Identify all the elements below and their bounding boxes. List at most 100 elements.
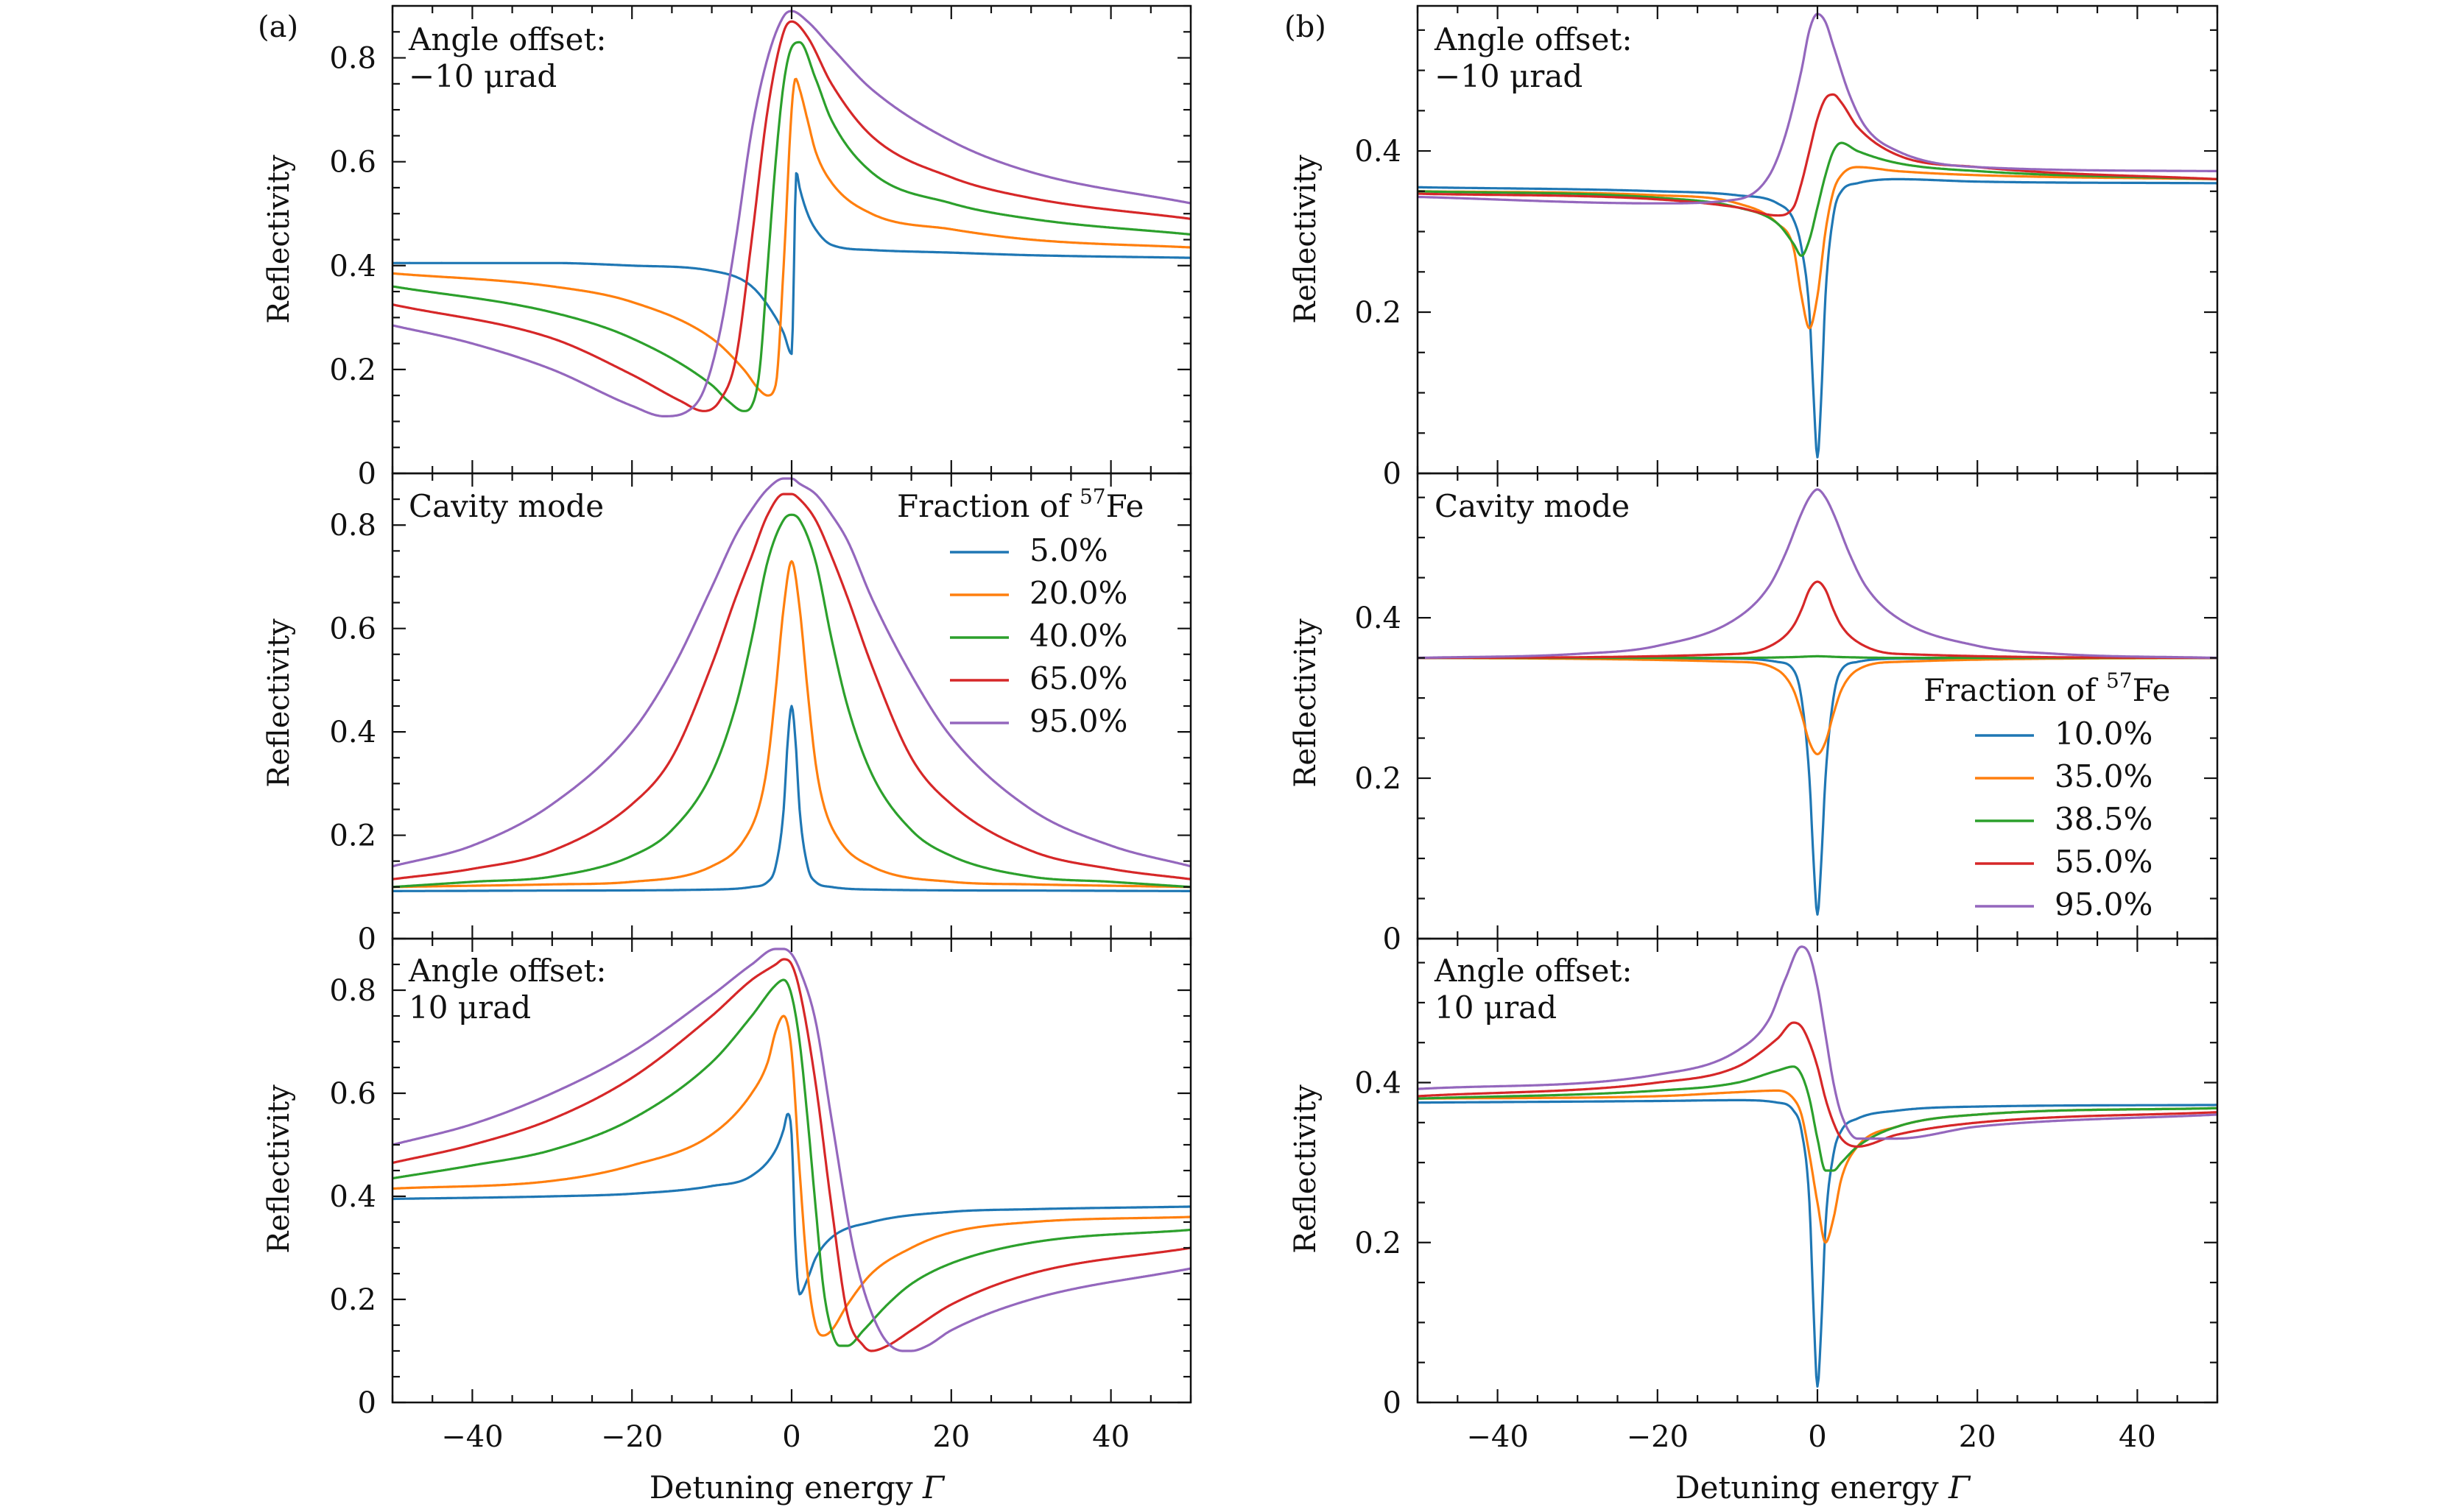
y-axis-label-b-top: Reflectivity bbox=[1289, 155, 1323, 324]
annotation-a-bottom-line2: 10 μrad bbox=[409, 989, 531, 1026]
annotation-a-top-line2: −10 μrad bbox=[409, 58, 557, 94]
series-line-b-bottom-3 bbox=[1418, 1065, 2217, 1172]
annotation-b-bottom-line1: Angle offset: bbox=[1434, 953, 1632, 989]
annotation-b-middle: Cavity mode bbox=[1435, 488, 1630, 524]
series-line-b-bottom-4 bbox=[1418, 1021, 2217, 1148]
panel-label-b: (b) bbox=[1284, 10, 1326, 44]
series-line-b-top-1 bbox=[1418, 177, 2217, 459]
series-line-a-top-2 bbox=[393, 77, 1191, 397]
y-tick-label-b-middle: 0.4 bbox=[1354, 601, 1401, 635]
x-axis-label-a-symbol: Γ bbox=[922, 1469, 946, 1506]
annotation-a-top-line1: Angle offset: bbox=[408, 21, 606, 57]
legend-a-title: Fraction of 57Fe bbox=[897, 484, 1144, 524]
y-tick-label-b-bottom: 0.4 bbox=[1354, 1067, 1401, 1101]
legend-a-item-4: 65.0% bbox=[1029, 660, 1127, 696]
x-axis-label-b-symbol: Γ bbox=[1948, 1469, 1971, 1506]
curves-b-bottom bbox=[1418, 945, 2217, 1388]
y-tick-label-a-middle: 0 bbox=[358, 922, 376, 956]
y-tick-label-a-bottom: 0.4 bbox=[329, 1180, 376, 1214]
series-line-a-bottom-3 bbox=[393, 978, 1191, 1347]
y-axis-label-a-bottom: Reflectivity bbox=[262, 1084, 296, 1254]
y-tick-label-b-bottom: 0.2 bbox=[1354, 1227, 1401, 1260]
y-tick-label-b-middle: 0 bbox=[1383, 922, 1401, 956]
y-tick-label-a-top: 0.8 bbox=[329, 42, 376, 76]
series-line-a-bottom-5 bbox=[393, 947, 1191, 1352]
x-tick-label-b-bottom: −20 bbox=[1627, 1420, 1689, 1454]
y-tick-label-a-middle: 0.2 bbox=[329, 819, 376, 853]
panel-label-a: (a) bbox=[258, 10, 298, 44]
y-tick-label-a-middle: 0.8 bbox=[329, 509, 376, 543]
y-axis-label-a-top: Reflectivity bbox=[262, 155, 296, 324]
curves-a-bottom bbox=[393, 947, 1191, 1352]
series-line-b-top-3 bbox=[1418, 141, 2217, 257]
y-tick-label-b-top: 0 bbox=[1383, 457, 1401, 491]
y-tick-label-a-bottom: 0.8 bbox=[329, 974, 376, 1008]
ticks-a-top bbox=[391, 4, 1192, 475]
x-axis-label-a-text: Detuning energy bbox=[650, 1469, 923, 1506]
y-tick-label-a-bottom: 0.6 bbox=[329, 1077, 376, 1111]
annotation-a-middle: Cavity mode bbox=[409, 488, 604, 524]
series-line-b-top-4 bbox=[1418, 93, 2217, 217]
y-axis-label-a-middle: Reflectivity bbox=[262, 618, 296, 788]
x-tick-label-b-bottom: 20 bbox=[1959, 1420, 1996, 1454]
series-line-a-bottom-1 bbox=[393, 1112, 1191, 1296]
series-line-a-bottom-4 bbox=[393, 958, 1191, 1352]
series-line-b-top-2 bbox=[1418, 166, 2217, 330]
legend-b-title-element: Fe bbox=[2133, 672, 2171, 708]
y-tick-label-b-top: 0.2 bbox=[1354, 296, 1401, 330]
y-tick-label-b-bottom: 0 bbox=[1383, 1386, 1401, 1420]
ticks-b-bottom bbox=[1416, 939, 2219, 1404]
plot-b-middle: 0 0.2 0.4 bbox=[1354, 472, 2219, 956]
y-axis-labels: Reflectivity Reflectivity Reflectivity R… bbox=[262, 155, 1323, 1254]
legend-b: Fraction of 57Fe 10.0% 35.0% 38.5% 55.0% 95.… bbox=[1923, 668, 2170, 922]
x-tick-label-a-bottom: 0 bbox=[782, 1420, 800, 1454]
x-axis-label-a: Detuning energy Γ bbox=[650, 1469, 946, 1506]
legend-b-title: Fraction of 57Fe bbox=[1923, 668, 2170, 708]
y-tick-label-a-bottom: 0.2 bbox=[329, 1283, 376, 1317]
series-line-b-bottom-1 bbox=[1418, 1098, 2217, 1388]
legend-b-item-5: 95.0% bbox=[2055, 886, 2153, 922]
series-line-a-middle-3 bbox=[393, 513, 1191, 889]
legend-a-item-2: 20.0% bbox=[1029, 575, 1127, 611]
legend-a-title-element: Fe bbox=[1106, 488, 1144, 524]
legend-a-item-1: 5.0% bbox=[1029, 532, 1108, 568]
annotation-b-bottom-line2: 10 μrad bbox=[1435, 989, 1557, 1026]
plot-a-middle: 0 0.2 0.4 0.6 0.8 bbox=[329, 472, 1192, 956]
series-line-b-bottom-5 bbox=[1418, 945, 2217, 1140]
series-line-a-bottom-2 bbox=[393, 1014, 1191, 1337]
series-line-a-top-1 bbox=[393, 172, 1191, 356]
legend-a-item-3: 40.0% bbox=[1029, 618, 1127, 654]
legend-a-title-isotope: 57 bbox=[1080, 484, 1106, 509]
x-tick-label-a-bottom: 40 bbox=[1092, 1420, 1130, 1454]
y-tick-label-a-bottom: 0 bbox=[358, 1386, 376, 1420]
x-tick-label-b-bottom: −40 bbox=[1466, 1420, 1528, 1454]
x-axis-label-b-text: Detuning energy bbox=[1675, 1469, 1949, 1506]
annotation-b-top-line2: −10 μrad bbox=[1435, 58, 1583, 94]
ticks-a-bottom bbox=[391, 937, 1192, 1404]
legend-b-title-isotope: 57 bbox=[2106, 668, 2133, 693]
series-line-a-middle-4 bbox=[393, 493, 1191, 880]
y-axis-label-b-middle: Reflectivity bbox=[1289, 618, 1323, 788]
series-line-b-middle-4 bbox=[1418, 580, 2217, 660]
y-tick-label-a-top: 0.4 bbox=[329, 250, 376, 283]
plot-a-bottom: 0 0.2 0.4 0.6 0.8 −40 −20 0 20 40 bbox=[329, 937, 1192, 1454]
legend-b-item-3: 38.5% bbox=[2055, 801, 2153, 837]
annotation-b-top-line1: Angle offset: bbox=[1434, 21, 1632, 57]
ticks-b-top bbox=[1416, 6, 2219, 475]
x-tick-label-a-bottom: −40 bbox=[441, 1420, 503, 1454]
curves-b-middle bbox=[1418, 488, 2217, 916]
legend-b-item-4: 55.0% bbox=[2055, 844, 2153, 880]
x-tick-label-b-bottom: 0 bbox=[1808, 1420, 1826, 1454]
y-tick-label-b-top: 0.4 bbox=[1354, 135, 1401, 169]
y-tick-label-a-middle: 0.6 bbox=[329, 613, 376, 646]
x-tick-label-b-bottom: 40 bbox=[2119, 1420, 2156, 1454]
plot-b-top: 0 0.2 0.4 bbox=[1354, 4, 2219, 491]
plot-a-top: 0 0.2 0.4 0.6 0.8 bbox=[329, 4, 1192, 491]
y-tick-label-a-top: 0 bbox=[358, 457, 376, 491]
series-line-a-middle-1 bbox=[393, 705, 1191, 892]
y-tick-label-b-middle: 0.2 bbox=[1354, 762, 1401, 796]
x-tick-label-a-bottom: 20 bbox=[932, 1420, 970, 1454]
x-axis-label-b: Detuning energy Γ bbox=[1675, 1469, 1971, 1506]
ticks-a-middle bbox=[391, 472, 1192, 940]
